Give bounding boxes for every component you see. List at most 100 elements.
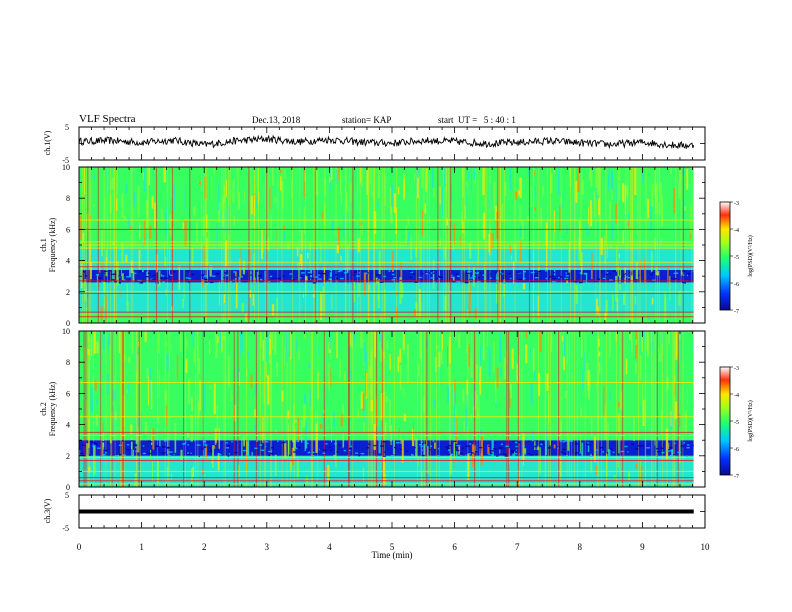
spectrogram-texture [201, 279, 204, 287]
spectrogram-texture [356, 224, 358, 255]
spectrogram-texture [331, 417, 333, 443]
spectrogram-speckle [307, 274, 311, 276]
spectrogram-texture [608, 201, 611, 221]
spectrogram-speckle [233, 271, 236, 273]
spectrogram-speckle [365, 272, 368, 274]
spectrogram-texture [246, 441, 249, 459]
spectrogram-texture [454, 390, 456, 421]
spectrogram-texture [691, 284, 692, 291]
spectrogram-speckle [463, 270, 466, 272]
spectrogram-texture [245, 440, 248, 472]
spectrogram-texture [298, 347, 300, 361]
spectrogram-speckle [281, 441, 286, 444]
spectrogram-texture [258, 191, 260, 204]
spectrogram-texture [372, 403, 373, 425]
spectrogram-speckle [591, 453, 594, 456]
spectrogram-texture [674, 381, 676, 396]
spectrogram-texture [494, 205, 497, 221]
spectrogram-texture [192, 466, 194, 478]
spectrogram-texture [680, 331, 683, 362]
spectrogram-speckle [627, 451, 629, 453]
spectrogram-texture [328, 362, 330, 393]
spectrogram-texture [389, 354, 391, 371]
spectrogram-speckle [310, 278, 312, 281]
spectrogram-texture [165, 201, 167, 218]
spectrogram-speckle [201, 448, 204, 450]
spectrogram-texture [421, 167, 424, 188]
spectrogram-texture [243, 191, 245, 202]
spectrogram-speckle [473, 275, 476, 278]
spectrogram-speckle [318, 272, 321, 275]
spectrogram-speckle [618, 282, 622, 284]
spectrogram-texture [309, 389, 312, 407]
channel-label: ch.1 [39, 238, 48, 252]
spectrogram-texture [267, 236, 270, 252]
spectrogram-texture [586, 362, 589, 380]
spectrogram-texture [489, 227, 491, 256]
spectrogram-speckle [524, 453, 527, 455]
spectrogram-speckle [227, 445, 231, 447]
spectrogram-texture [635, 331, 638, 359]
spectrogram-speckle [672, 278, 677, 280]
spectrogram-speckle [459, 452, 463, 455]
spectrogram-texture [246, 368, 248, 377]
spectrogram-texture [532, 348, 535, 372]
x-tick-label: 3 [265, 542, 270, 552]
spectrogram-speckle [307, 271, 310, 274]
spectrogram-texture [441, 331, 443, 350]
spectrogram-speckle [393, 277, 397, 279]
spectrogram-texture [399, 385, 402, 390]
spectrogram-texture [463, 421, 465, 433]
spectrogram-texture [297, 262, 300, 266]
spectrogram-speckle [461, 447, 464, 449]
spectrogram-speckle [334, 274, 338, 276]
spectrogram-speckle [379, 281, 384, 283]
spectrogram-texture [527, 215, 529, 221]
spectrogram-texture [525, 331, 528, 339]
spectrogram-texture [148, 167, 150, 186]
spectrogram-speckle [521, 445, 526, 447]
spectrogram-speckle [183, 443, 186, 445]
spectrogram-speckle [673, 272, 675, 275]
spectrogram-speckle [182, 443, 185, 445]
spectrogram-speckle [474, 451, 478, 453]
spectrogram-speckle [405, 450, 408, 452]
spectrogram-texture [248, 250, 251, 264]
spectrogram-texture [461, 211, 463, 225]
y-tick-label: -5 [62, 524, 69, 533]
spectrogram-speckle [482, 274, 486, 276]
spectrogram-speckle [565, 278, 569, 281]
spectrogram-texture [635, 339, 638, 345]
spectrogram-texture [656, 270, 659, 276]
spectrogram-texture [303, 402, 306, 425]
spectrogram-texture [250, 374, 253, 389]
spectrogram-speckle [646, 455, 649, 457]
spectrogram-speckle [155, 282, 158, 284]
spectrogram-texture [501, 203, 504, 222]
spectrogram-texture [368, 231, 370, 263]
spectrogram-texture [302, 416, 305, 428]
spectrogram-speckle [154, 445, 159, 447]
spectrogram-texture [256, 331, 258, 359]
spectrogram-texture [597, 306, 599, 316]
spectrogram-texture [303, 167, 305, 198]
spectrogram-texture [658, 168, 661, 190]
spectrogram-speckle [243, 280, 247, 283]
spectrogram-texture [661, 250, 663, 267]
spectrogram-texture [477, 244, 479, 263]
spectrogram-texture [102, 332, 105, 350]
spectrogram-texture [651, 297, 654, 305]
spectrogram-texture [607, 245, 608, 258]
spectrogram-texture [136, 340, 138, 372]
spectrogram-speckle [95, 274, 100, 276]
spectrogram-speckle [489, 277, 492, 279]
spectrogram-texture [618, 167, 621, 181]
spectrogram-texture [125, 183, 128, 194]
spectrogram-speckle [215, 443, 217, 445]
spectrogram-texture [582, 369, 584, 389]
spectrogram-texture [137, 354, 139, 384]
spectrogram-texture [323, 267, 325, 284]
spectrogram-speckle [169, 451, 173, 453]
spectrogram-texture [305, 420, 308, 449]
x-tick-label: 4 [327, 542, 332, 552]
